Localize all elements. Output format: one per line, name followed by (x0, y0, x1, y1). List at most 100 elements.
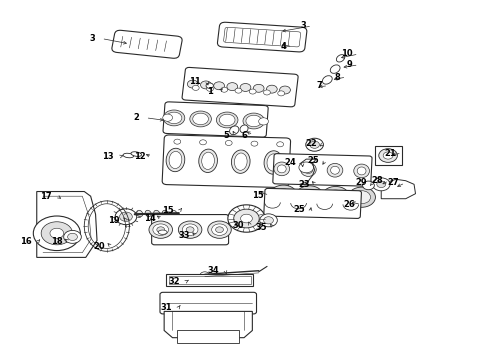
Circle shape (41, 222, 73, 245)
Text: 4: 4 (281, 42, 287, 51)
Ellipse shape (274, 162, 290, 176)
Circle shape (372, 178, 390, 191)
Polygon shape (37, 192, 97, 257)
Bar (166, 274, 253, 286)
Text: 19: 19 (108, 216, 120, 225)
Circle shape (327, 190, 344, 203)
Text: 2: 2 (134, 113, 140, 122)
Circle shape (207, 86, 214, 91)
Ellipse shape (331, 166, 340, 174)
Circle shape (216, 227, 223, 233)
Circle shape (157, 227, 165, 233)
Text: 11: 11 (189, 77, 201, 85)
Ellipse shape (169, 151, 182, 168)
Text: 13: 13 (102, 152, 114, 161)
Circle shape (178, 221, 202, 238)
Ellipse shape (304, 166, 313, 174)
FancyBboxPatch shape (273, 154, 372, 186)
Text: 5: 5 (223, 131, 229, 140)
Text: 7: 7 (317, 81, 322, 90)
Ellipse shape (264, 151, 283, 174)
FancyBboxPatch shape (218, 22, 307, 52)
Ellipse shape (300, 163, 316, 176)
Text: 12: 12 (134, 152, 146, 161)
Ellipse shape (154, 210, 160, 217)
Ellipse shape (123, 153, 134, 158)
Circle shape (200, 272, 210, 279)
Circle shape (190, 111, 211, 127)
Polygon shape (381, 179, 416, 199)
Text: 3: 3 (90, 34, 96, 43)
Circle shape (163, 110, 185, 126)
Text: 26: 26 (343, 200, 355, 209)
Circle shape (264, 217, 273, 224)
Text: 1: 1 (207, 87, 213, 96)
Circle shape (212, 224, 227, 235)
Circle shape (217, 112, 238, 128)
Ellipse shape (322, 76, 332, 84)
Ellipse shape (267, 154, 280, 171)
Circle shape (186, 227, 194, 233)
Text: 24: 24 (285, 158, 296, 167)
Ellipse shape (137, 210, 143, 217)
FancyBboxPatch shape (163, 102, 268, 137)
Circle shape (182, 224, 198, 235)
Circle shape (234, 209, 259, 228)
Ellipse shape (240, 125, 248, 133)
Ellipse shape (158, 230, 167, 234)
Polygon shape (177, 330, 239, 343)
Text: 25: 25 (293, 205, 305, 214)
Circle shape (259, 118, 269, 125)
Circle shape (153, 224, 169, 235)
Text: 23: 23 (298, 180, 310, 189)
Circle shape (214, 82, 224, 90)
Circle shape (221, 87, 228, 92)
Ellipse shape (206, 83, 214, 88)
Circle shape (208, 221, 231, 238)
Text: 18: 18 (51, 238, 63, 246)
Circle shape (264, 90, 270, 95)
Circle shape (193, 113, 208, 125)
Circle shape (379, 149, 397, 162)
Circle shape (235, 88, 242, 93)
Circle shape (246, 115, 262, 127)
Text: 17: 17 (40, 192, 51, 201)
Circle shape (322, 186, 349, 207)
Ellipse shape (277, 165, 286, 173)
Circle shape (278, 91, 285, 96)
Circle shape (149, 221, 172, 238)
Bar (169, 276, 251, 284)
Circle shape (166, 112, 182, 124)
Circle shape (260, 214, 277, 227)
Text: 35: 35 (255, 223, 267, 232)
Circle shape (50, 228, 64, 238)
Circle shape (348, 187, 375, 207)
Text: 14: 14 (144, 214, 156, 223)
Ellipse shape (327, 163, 343, 177)
Circle shape (274, 189, 292, 202)
Circle shape (64, 230, 81, 243)
Circle shape (277, 142, 284, 147)
Circle shape (270, 185, 297, 205)
Circle shape (353, 191, 370, 204)
Circle shape (243, 113, 265, 129)
Text: 30: 30 (233, 220, 244, 230)
Text: 33: 33 (179, 231, 190, 240)
Ellipse shape (354, 164, 369, 178)
Ellipse shape (330, 65, 340, 73)
Circle shape (280, 86, 291, 94)
Circle shape (249, 89, 256, 94)
Circle shape (200, 81, 211, 89)
Text: 16: 16 (20, 238, 32, 246)
Circle shape (199, 140, 206, 145)
Ellipse shape (231, 150, 250, 174)
Circle shape (253, 84, 264, 92)
Circle shape (296, 186, 323, 206)
Circle shape (306, 138, 323, 151)
Text: 8: 8 (335, 72, 341, 81)
Circle shape (120, 212, 132, 221)
Circle shape (33, 216, 80, 251)
Text: 10: 10 (341, 49, 353, 58)
FancyBboxPatch shape (264, 188, 362, 219)
Ellipse shape (357, 167, 366, 175)
